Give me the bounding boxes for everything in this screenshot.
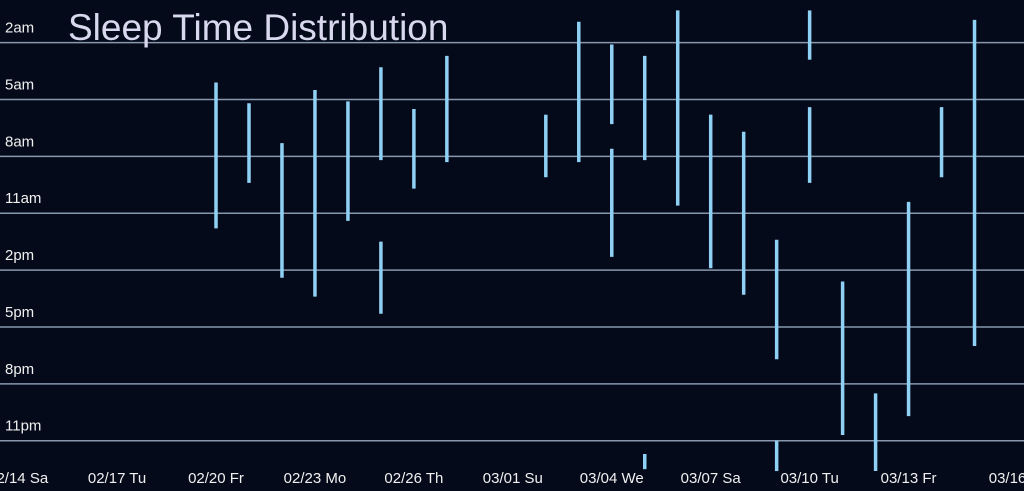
y-tick-label: 5am xyxy=(5,76,34,93)
x-tick-label: 03/01 Su xyxy=(483,470,543,487)
x-tick-label: 02/14 Sa xyxy=(0,470,49,487)
x-tick-label: 03/10 Tu xyxy=(780,470,838,487)
chart-title: Sleep Time Distribution xyxy=(68,7,448,48)
y-tick-label: 11pm xyxy=(5,418,41,435)
grid xyxy=(0,41,1024,442)
y-tick-label: 2am xyxy=(5,20,34,37)
x-tick-label: 03/04 We xyxy=(580,470,644,487)
y-tick-label: 5pm xyxy=(5,304,34,321)
y-tick-label: 8pm xyxy=(5,361,34,378)
x-tick-label: 03/16 xyxy=(989,470,1024,487)
x-tick-label: 03/13 Fr xyxy=(881,470,937,487)
x-tick-label: 02/26 Th xyxy=(384,470,443,487)
x-tick-label: 03/07 Sa xyxy=(681,470,742,487)
y-tick-label: 8am xyxy=(5,133,34,150)
marks xyxy=(214,10,977,472)
y-tick-label: 11am xyxy=(5,190,41,207)
x-tick-label: 02/20 Fr xyxy=(188,470,244,487)
x-tick-label: 02/17 Tu xyxy=(88,470,146,487)
y-tick-label: 2pm xyxy=(5,247,34,264)
x-tick-label: 02/23 Mo xyxy=(284,470,347,487)
